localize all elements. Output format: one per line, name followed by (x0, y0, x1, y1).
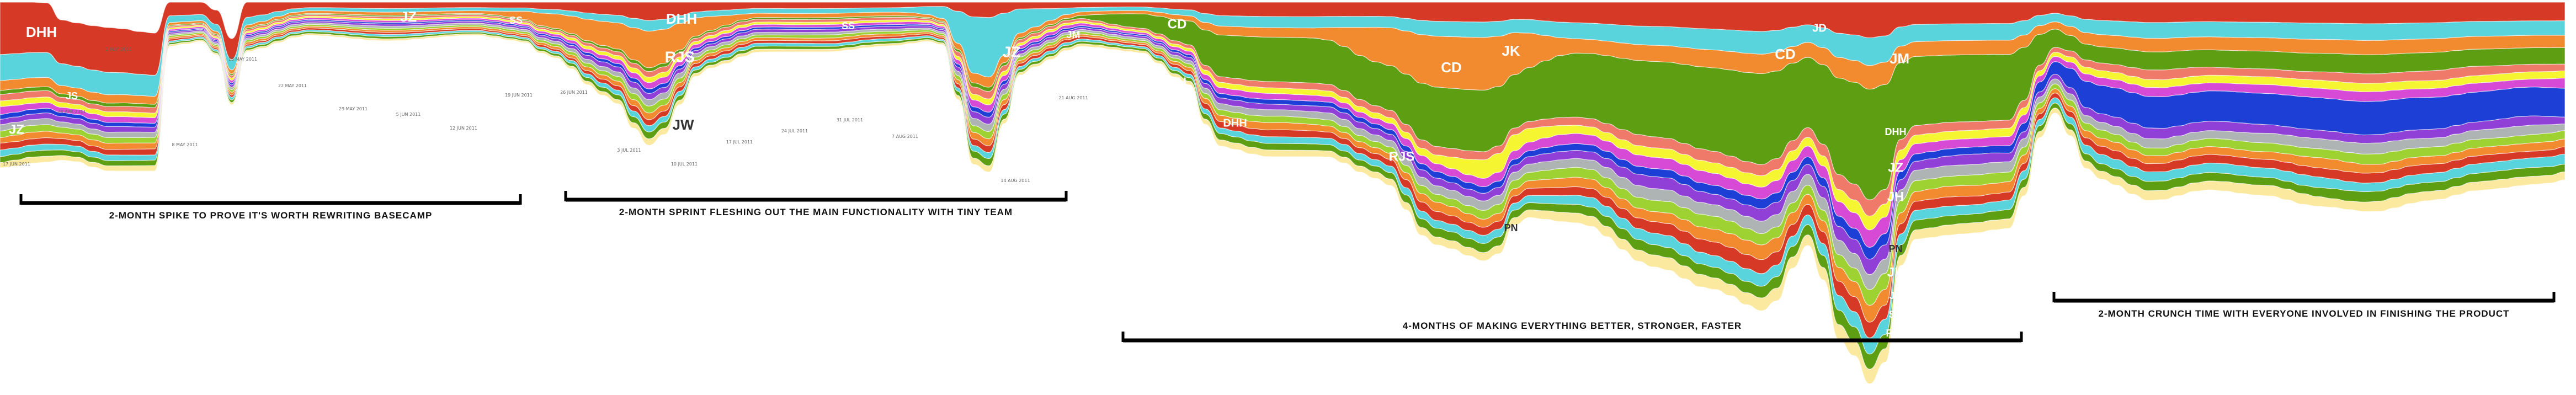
person-label-jz: JZ (1888, 160, 1903, 175)
person-label-jm: JM (1066, 29, 1080, 40)
date-label: 17 JUL 2011 (726, 140, 753, 145)
date-label: 5 JUN 2011 (396, 112, 421, 117)
person-label-pn: PN (1504, 222, 1518, 233)
person-labels: DHH JZ JS JZ SS DHH RJS JW SS JZ JM CD JH SS DHH CD JK RJ… (9, 8, 1909, 356)
phase-bracket: 2-MONTH SPRINT FLESHING OUT THE MAIN FUN… (564, 191, 1068, 217)
phase-label: 4-MONTHS OF MAKING EVERYTHING BETTER, ST… (1403, 321, 1742, 331)
person-label-jk: JK (1887, 265, 1904, 280)
person-label-dhh: DHH (1223, 117, 1247, 129)
person-label-ss: SS (1889, 345, 1902, 356)
date-label: 24 APR 2011 (57, 109, 86, 114)
date-label: 7 AUG 2011 (892, 134, 918, 139)
person-label-rjs: RJS (1389, 149, 1415, 164)
date-label: 24 JUL 2011 (781, 129, 808, 134)
date-label: 21 AUG 2011 (1058, 95, 1088, 100)
person-label-su: SU (1888, 309, 1902, 320)
person-label-ss: SS (1169, 97, 1183, 108)
person-label-jz: JZ (1003, 43, 1021, 60)
person-label-jh: JH (1171, 75, 1186, 89)
date-label: 10 JUL 2011 (671, 162, 698, 167)
stream-layers (0, 2, 2566, 385)
date-label: 22 MAY 2011 (278, 83, 307, 88)
date-label: 29 MAY 2011 (339, 106, 368, 111)
phase-bracket: 2-MONTH SPIKE TO PROVE IT'S WORTH REWRIT… (19, 194, 522, 221)
date-label: 17 JUN 2011 (3, 162, 30, 167)
person-label-ss: SS (509, 15, 523, 26)
date-label: 1 MAY 2011 (105, 47, 131, 52)
person-label-jd: JD (1812, 22, 1827, 34)
person-label-cd: CD (1775, 46, 1796, 62)
person-label-rjs: RJS (1886, 328, 1905, 339)
person-label-jk: JK (1502, 42, 1520, 59)
phase-label: 2-MONTH SPIKE TO PROVE IT'S WORTH REWRIT… (109, 210, 433, 221)
person-label-cd: CD (1441, 59, 1462, 76)
date-label: 26 JUN 2011 (560, 90, 588, 95)
person-label-jm: JM (1890, 50, 1909, 67)
date-label: 14 AUG 2011 (1000, 178, 1030, 183)
phase-bracket: 4-MONTHS OF MAKING EVERYTHING BETTER, ST… (1121, 321, 2023, 343)
phase-label: 2-MONTH CRUNCH TIME WITH EVERYONE INVOLV… (2098, 308, 2509, 319)
date-label: 3 JUL 2011 (617, 148, 641, 153)
person-label-pn: PN (1888, 243, 1902, 254)
stream-layer-0 (0, 2, 2566, 76)
date-label: 19 JUN 2011 (505, 93, 533, 98)
person-label-js: JS (66, 90, 78, 102)
person-label-dhh: DHH (666, 10, 697, 27)
date-label: 12 JUN 2011 (450, 126, 477, 131)
person-label-rjs: RJS (665, 48, 695, 65)
person-label-jh: JH (1887, 189, 1904, 204)
person-label-ss: SS (842, 20, 855, 31)
person-label-dhh: DHH (1885, 126, 1907, 137)
person-label-jz: JZ (9, 122, 24, 137)
phase-brackets: 2-MONTH SPIKE TO PROVE IT'S WORTH REWRIT… (19, 191, 2556, 343)
person-label-jz: JZ (400, 8, 417, 25)
date-labels: 17 JUN 2011 24 APR 2011 1 MAY 2011 8 MAY 20… (3, 47, 1088, 183)
date-label: 31 JUL 2011 (837, 118, 863, 122)
phase-bracket: 2-MONTH CRUNCH TIME WITH EVERYONE INVOLV… (2052, 292, 2556, 319)
phase-label: 2-MONTH SPRINT FLESHING OUT THE MAIN FUN… (619, 207, 1013, 217)
person-label-dhh: DHH (26, 24, 57, 40)
person-label-jd: JD (1889, 290, 1902, 301)
person-label-jw: JW (673, 116, 694, 133)
person-label-cd: CD (1168, 17, 1187, 31)
date-label: 15 MAY 2011 (228, 57, 257, 62)
date-label: 8 MAY 2011 (172, 142, 198, 147)
